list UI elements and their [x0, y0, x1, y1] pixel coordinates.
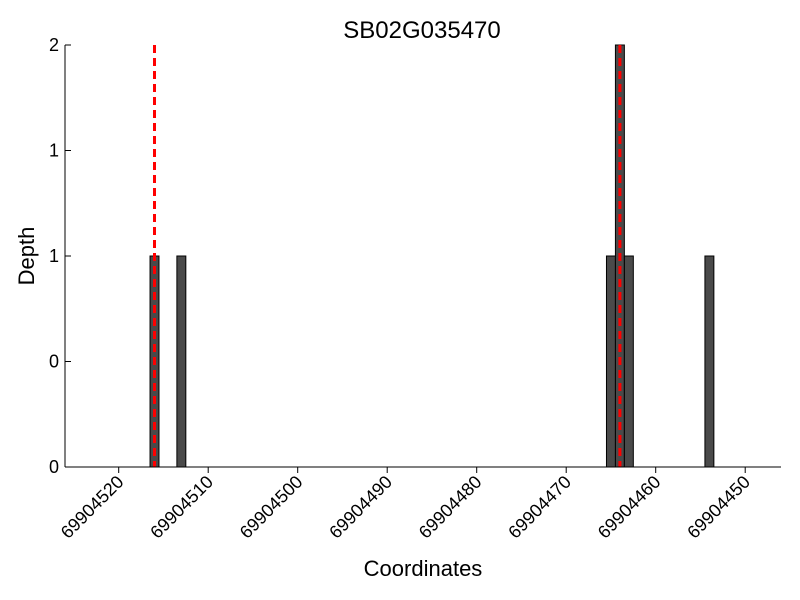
y-tick-label-0: 0	[49, 457, 59, 477]
bar-4	[623, 255, 634, 468]
y-tick-label-2: 1	[49, 246, 59, 266]
x-tick-label-5: 69904470	[504, 472, 575, 543]
x-axis-ticks: 69904520 69904510 69904500 69904490 69904480…	[57, 467, 754, 542]
x-tick-label-3: 69904490	[325, 472, 396, 543]
x-tick-label-1: 69904510	[146, 472, 217, 543]
bar-2	[605, 255, 616, 468]
x-tick-label-6: 69904460	[594, 472, 665, 543]
bar-1	[176, 255, 187, 468]
axes	[64, 45, 781, 468]
y-tick-label-4: 2	[49, 35, 59, 55]
x-tick-label-7: 69904450	[683, 472, 754, 543]
marker-lines	[153, 45, 622, 467]
y-tick-label-3: 1	[49, 141, 59, 161]
y-axis-ticks: 0 0 1 1 2	[49, 35, 71, 477]
y-tick-label-1: 0	[49, 352, 59, 372]
x-axis-label: Coordinates	[364, 556, 483, 581]
bar-5	[704, 255, 715, 468]
x-tick-label-2: 69904500	[236, 472, 307, 543]
chart-title: SB02G035470	[343, 17, 500, 44]
x-tick-label-4: 69904480	[415, 472, 486, 543]
y-axis-label: Depth	[14, 227, 39, 286]
bar-series	[149, 44, 715, 468]
x-tick-label-0: 69904520	[57, 472, 128, 543]
